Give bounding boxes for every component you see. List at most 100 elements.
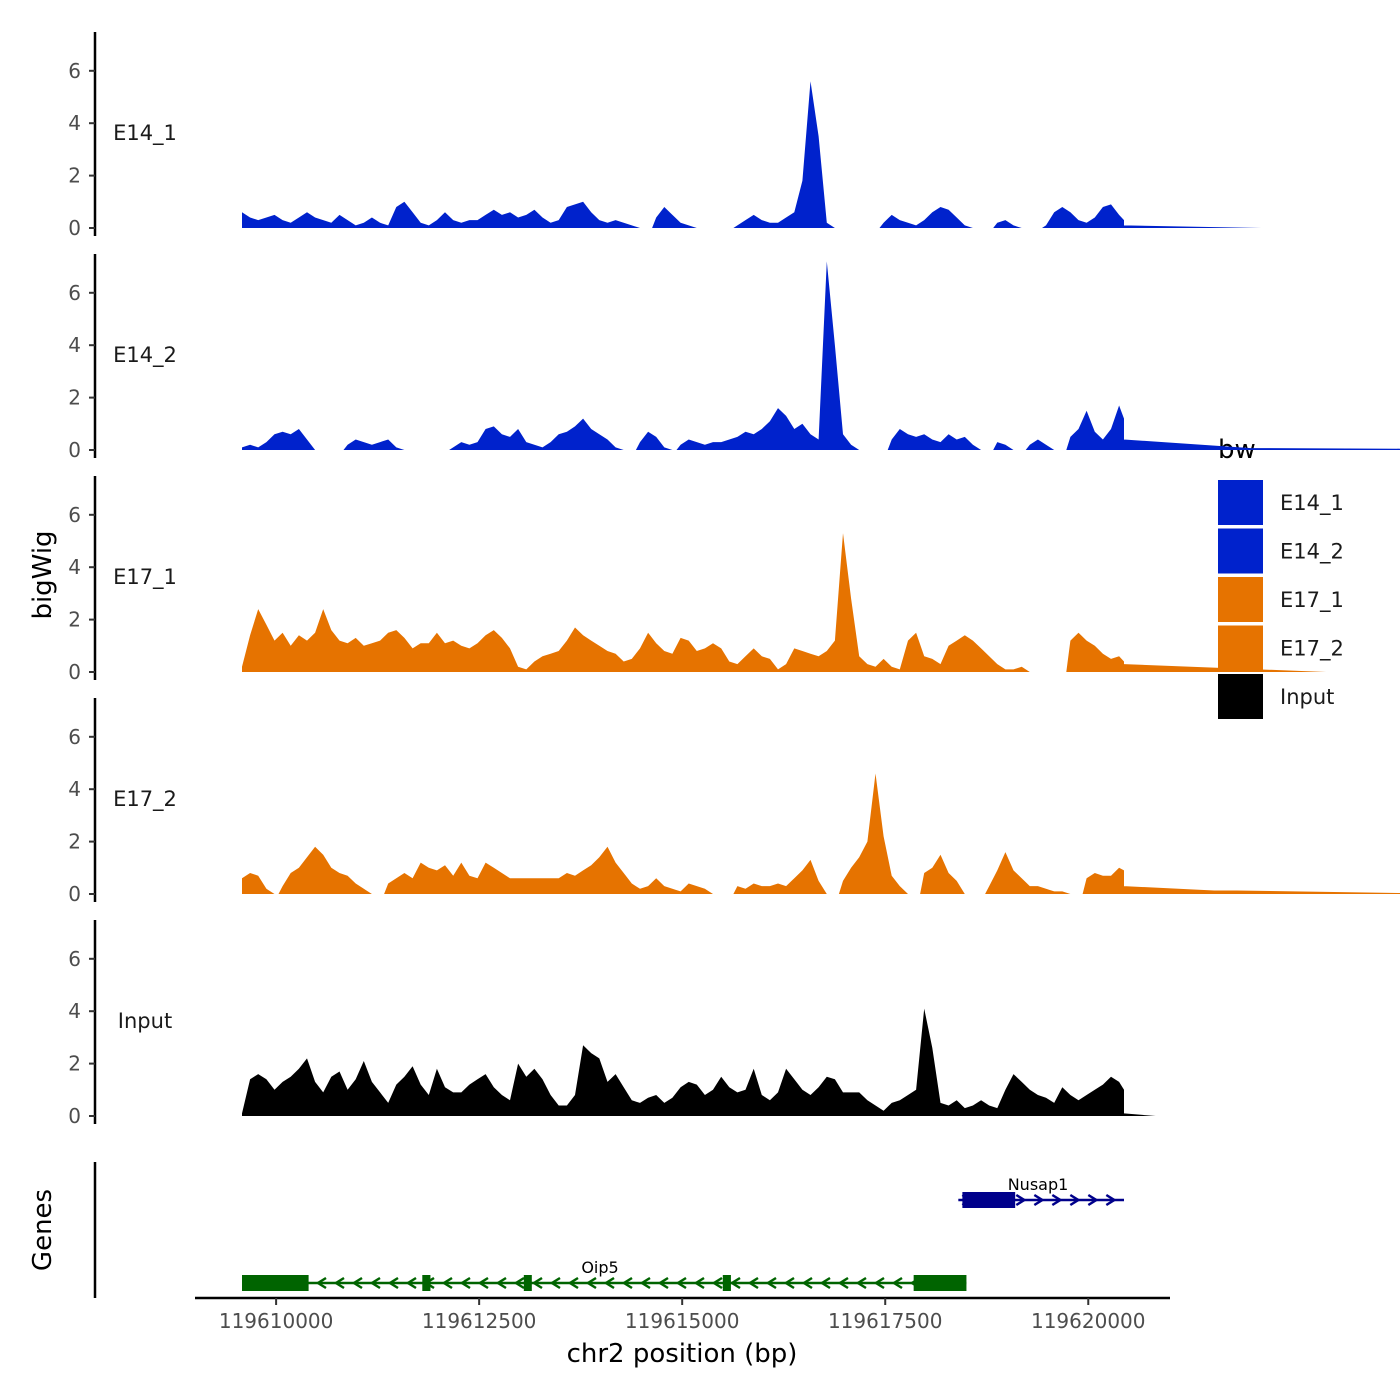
- legend-item-Input: Input: [1218, 674, 1334, 719]
- x-axis-title: chr2 position (bp): [567, 1339, 798, 1369]
- y-tick-label: 0: [68, 882, 81, 906]
- track-E14_1: 0 2 4 6 E14_1: [68, 32, 1262, 240]
- strand-chevron: [837, 1276, 849, 1290]
- genes-panel: Nusap1 Oip5: [93, 1162, 1124, 1298]
- legend: E14_1 E14_2 E17_1 E17_2 Input: [1218, 480, 1344, 719]
- area-E17_1: [242, 533, 1327, 672]
- strand-chevron: [729, 1276, 741, 1290]
- strand-chevron: [351, 1276, 363, 1290]
- strand-chevron: [495, 1276, 507, 1290]
- legend-item-E14_1: E14_1: [1218, 480, 1344, 525]
- strand-chevron: [585, 1276, 597, 1290]
- legend-label: E17_1: [1280, 588, 1344, 613]
- legend-swatch: [1218, 674, 1263, 719]
- strand-chevron: [567, 1276, 579, 1290]
- y-tick-label: 0: [68, 438, 81, 462]
- gene-label: Oip5: [581, 1258, 618, 1277]
- x-tick-label: 119617500: [828, 1309, 943, 1333]
- gene-exon: [722, 1275, 731, 1291]
- gene-Oip5: Oip5: [242, 1258, 967, 1291]
- strand-chevron: [1051, 1193, 1063, 1207]
- strand-chevron: [459, 1276, 471, 1290]
- y-tick-label: 2: [68, 1052, 81, 1076]
- track-label: E17_2: [113, 787, 177, 812]
- y-tick-label: 4: [68, 555, 81, 579]
- y-tick-label: 0: [68, 216, 81, 240]
- y-tick-label: 6: [68, 59, 81, 83]
- strand-chevron: [855, 1276, 867, 1290]
- area-E14_1: [242, 81, 1262, 228]
- strand-chevron: [1069, 1193, 1081, 1207]
- track-E17_1: 0 2 4 6 E17_1: [68, 476, 1327, 684]
- strand-chevron: [531, 1276, 543, 1290]
- x-tick-label: 119620000: [1031, 1309, 1146, 1333]
- genes-axis-title: Genes: [28, 1189, 58, 1271]
- legend-swatch: [1218, 528, 1263, 574]
- y-tick-label: 2: [68, 386, 81, 410]
- gene-exon: [913, 1275, 967, 1291]
- y-tick-label: 2: [68, 608, 81, 632]
- area-E14_2: [242, 261, 1400, 450]
- strand-chevron: [603, 1276, 615, 1290]
- gene-Nusap1: Nusap1: [958, 1175, 1124, 1208]
- strand-chevron: [369, 1276, 381, 1290]
- y-tick-label: 6: [68, 281, 81, 305]
- track-E17_2: 0 2 4 6 E17_2: [68, 698, 1400, 906]
- legend-swatch: [1218, 577, 1263, 622]
- legend-item-E17_2: E17_2: [1218, 625, 1344, 671]
- track-Input: 0 2 4 6 Input: [68, 920, 1156, 1128]
- gene-exon: [962, 1192, 1016, 1208]
- y-tick-label: 0: [68, 1104, 81, 1128]
- track-panels: 0 2 4 6 E14_1 0 2 4 6 E14_2 0 2 4 6 E17_1 0 2 4 6 E17_2 0 2 4 6…: [68, 32, 1400, 1128]
- legend-swatch: [1218, 480, 1263, 525]
- x-tick-label: 119612500: [422, 1309, 537, 1333]
- track-label: E14_1: [113, 121, 177, 146]
- strand-chevron: [657, 1276, 669, 1290]
- legend-label: Input: [1280, 685, 1334, 709]
- strand-chevron: [801, 1276, 813, 1290]
- track-label: E17_1: [113, 565, 177, 590]
- strand-chevron: [1015, 1193, 1027, 1207]
- y-tick-label: 4: [68, 999, 81, 1023]
- y-tick-label: 6: [68, 725, 81, 749]
- legend-label: E14_1: [1280, 491, 1344, 516]
- strand-chevron: [783, 1276, 795, 1290]
- y-tick-label: 4: [68, 333, 81, 357]
- area-E17_2: [242, 773, 1400, 894]
- track-E14_2: 0 2 4 6 E14_2: [68, 254, 1400, 462]
- strand-chevron: [639, 1276, 651, 1290]
- area-Input: [242, 1008, 1156, 1116]
- strand-chevron: [387, 1276, 399, 1290]
- legend-label: E17_2: [1280, 637, 1344, 662]
- strand-chevron: [711, 1276, 723, 1290]
- gene-exon: [523, 1275, 532, 1291]
- x-tick-label: 119615000: [625, 1309, 740, 1333]
- strand-chevron: [747, 1276, 759, 1290]
- strand-chevron: [549, 1276, 561, 1290]
- gene-label: Nusap1: [1008, 1175, 1069, 1194]
- y-tick-label: 4: [68, 111, 81, 135]
- strand-chevron: [1105, 1193, 1117, 1207]
- track-label: E14_2: [113, 343, 177, 368]
- y-tick-label: 6: [68, 947, 81, 971]
- strand-chevron: [621, 1276, 633, 1290]
- strand-chevron: [891, 1276, 903, 1290]
- y-axis-title: bigWig: [28, 530, 58, 619]
- x-axis: 119610000 119612500 119615000 119617500 1196…: [195, 1296, 1170, 1333]
- strand-chevron: [441, 1276, 453, 1290]
- strand-chevron: [1033, 1193, 1045, 1207]
- strand-chevron: [315, 1276, 327, 1290]
- gene-exon: [242, 1275, 309, 1291]
- y-tick-label: 0: [68, 660, 81, 684]
- gene-exon: [422, 1275, 431, 1291]
- legend-swatch: [1218, 625, 1263, 671]
- strand-chevron: [513, 1276, 525, 1290]
- strand-chevron: [693, 1276, 705, 1290]
- legend-item-E14_2: E14_2: [1218, 528, 1344, 574]
- y-tick-label: 6: [68, 503, 81, 527]
- legend-item-E17_1: E17_1: [1218, 577, 1344, 622]
- strand-chevron: [405, 1276, 417, 1290]
- y-tick-label: 2: [68, 830, 81, 854]
- strand-chevron: [477, 1276, 489, 1290]
